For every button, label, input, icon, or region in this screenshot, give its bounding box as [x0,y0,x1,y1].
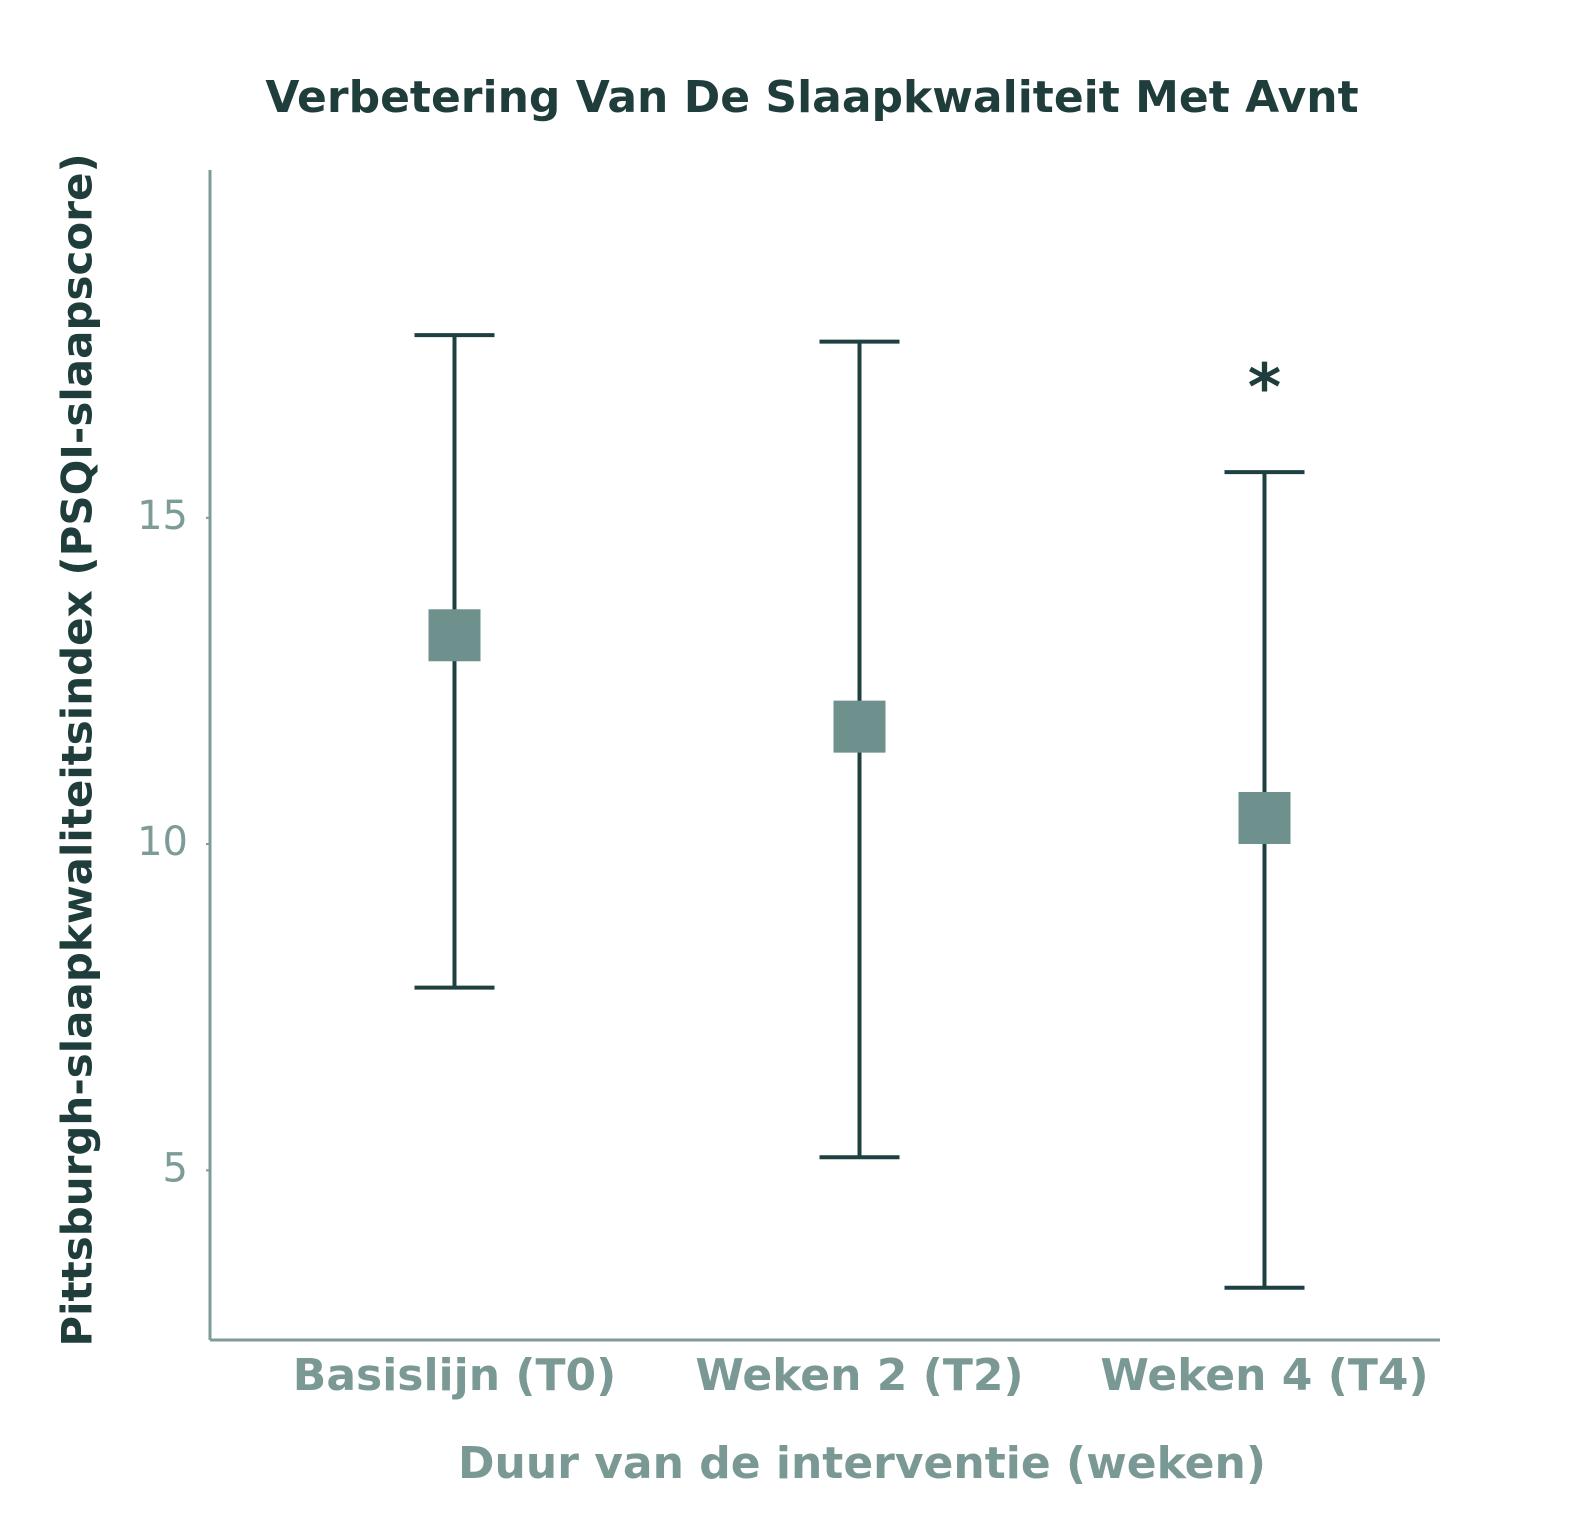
y-tick-label: 5 [163,1145,188,1191]
y-axis-label: Pittsburgh-slaapkwaliteitsindex (PSQI-sl… [53,153,102,1346]
significance-marker: * [1248,352,1281,426]
x-tick-label: Weken 4 (T4) [1100,1350,1428,1401]
mean-marker [428,609,481,662]
x-tick-label: Basislijn (T0) [293,1350,616,1401]
chart-title: Verbetering Van De Slaapkwaliteit Met Av… [265,72,1358,123]
mean-marker [1238,791,1291,844]
y-tick-label: 15 [137,493,188,539]
y-tick-label: 10 [137,819,188,865]
x-tick-label: Weken 2 (T2) [695,1350,1023,1401]
mean-marker [833,700,886,753]
x-axis-label: Duur van de interventie (weken) [458,1438,1266,1489]
